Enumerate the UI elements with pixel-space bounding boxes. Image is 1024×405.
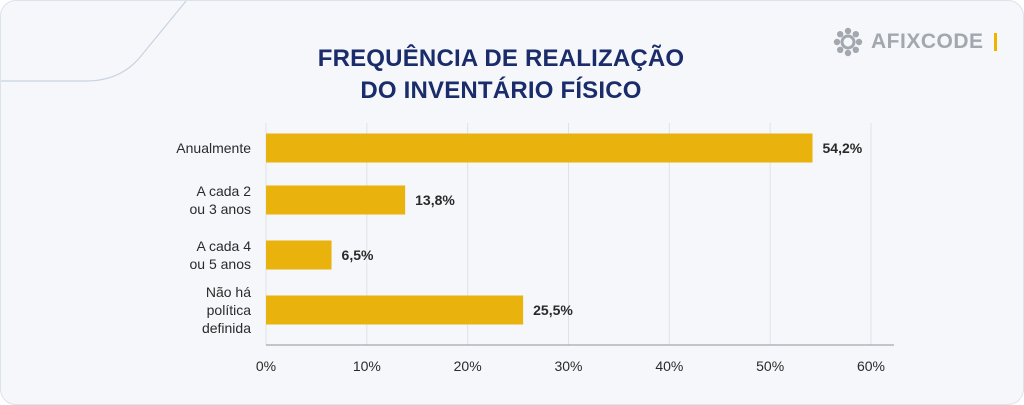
bar-value-label: 54,2% xyxy=(823,140,863,156)
x-tick-label: 20% xyxy=(453,358,482,374)
brand-name: AFIXCODE xyxy=(871,30,984,53)
category-label-line: A cada 4 xyxy=(196,238,252,254)
x-tick-label: 60% xyxy=(856,358,886,374)
chart-title-line-2: DO INVENTÁRIO FÍSICO xyxy=(360,77,642,104)
corner-decoration xyxy=(1,1,187,82)
category-label-line: A cada 2 xyxy=(196,183,252,199)
category-label-line: ou 5 anos xyxy=(189,256,252,272)
category-label: Anualmente xyxy=(51,139,251,157)
x-tick-label: 30% xyxy=(554,358,583,374)
bar xyxy=(266,295,524,325)
category-label: A cada 4 ou 5 anos xyxy=(51,237,252,273)
bar-value-label: 13,8% xyxy=(415,192,455,208)
category-label: A cada 2 ou 3 anos xyxy=(51,182,252,218)
x-tick-label: 10% xyxy=(352,358,381,374)
bar xyxy=(266,185,406,215)
category-label: Não há política definida xyxy=(51,283,251,337)
category-label-line: ou 3 anos xyxy=(189,201,252,217)
category-label-line: Anualmente xyxy=(176,140,251,156)
x-tick-label: 0% xyxy=(255,358,277,374)
bar xyxy=(266,240,332,270)
category-label-line: política xyxy=(206,302,251,318)
brand-accent-bar xyxy=(993,33,997,51)
category-label-line: Não há xyxy=(205,284,251,300)
bar-value-label: 6,5% xyxy=(342,247,374,263)
brand-logo: AFIXCODE xyxy=(833,27,997,57)
chart-title-line-1: FREQUÊNCIA DE REALIZAÇÃO xyxy=(317,45,685,72)
x-tick-label: 50% xyxy=(756,358,785,374)
category-label-line: definida xyxy=(201,320,251,336)
bar xyxy=(266,133,813,163)
x-tick-label: 40% xyxy=(655,358,684,374)
gear-flower-icon xyxy=(833,27,863,57)
bar-value-label: 25,5% xyxy=(533,302,573,318)
